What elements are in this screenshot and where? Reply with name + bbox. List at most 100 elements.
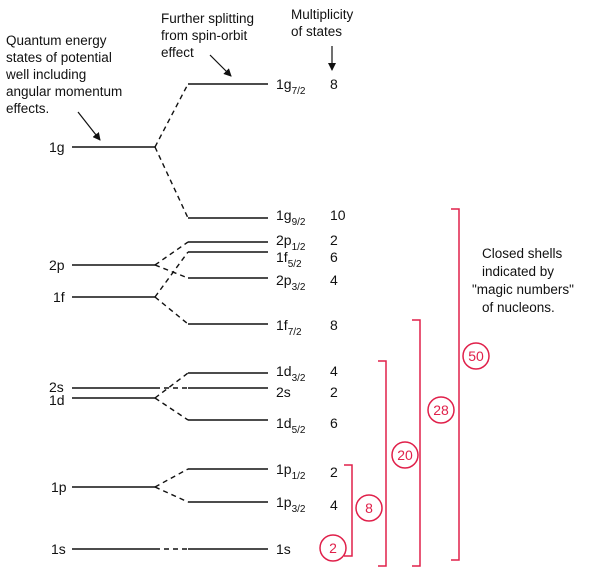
closed-shells-line: indicated by bbox=[482, 264, 554, 279]
level-label: 1f5/2 bbox=[276, 249, 302, 270]
level-label: 1s bbox=[276, 541, 291, 557]
magic-circle bbox=[355, 494, 383, 522]
spin-orbit-arrow bbox=[209, 54, 232, 77]
spin-orbit-line: from spin-orbit bbox=[161, 28, 248, 43]
left-annotation: Quantum energy states of potential well … bbox=[5, 33, 122, 141]
magic-number-label: 50 bbox=[468, 348, 484, 364]
left-annotation-line: angular momentum bbox=[6, 84, 122, 99]
magic-number-2: 2 bbox=[319, 534, 347, 562]
spin-orbit-line: Further splitting bbox=[161, 11, 254, 26]
magic-circle bbox=[427, 396, 455, 424]
magic-number-50: 50 bbox=[462, 342, 490, 370]
level-label: 1p1/2 bbox=[276, 461, 306, 482]
connector bbox=[154, 241, 189, 266]
connector bbox=[154, 397, 189, 421]
closed-shells-line: Closed shells bbox=[482, 246, 563, 261]
level-label: 2p1/2 bbox=[276, 232, 306, 253]
magic-number-label: 28 bbox=[433, 402, 449, 418]
bracket-8 bbox=[378, 360, 387, 567]
multiplicity-value: 2 bbox=[330, 464, 338, 480]
connector bbox=[154, 468, 189, 488]
multiplicity-header-line: Multiplicity bbox=[291, 7, 354, 22]
level-label: 2s bbox=[276, 384, 291, 400]
multiplicity-value: 4 bbox=[330, 497, 338, 513]
level-label: 1p3/2 bbox=[276, 494, 306, 515]
right-level-1g-7-2: 1g7/2 8 bbox=[188, 76, 338, 97]
magic-number-8: 8 bbox=[355, 494, 383, 522]
right-level-1d-3-2: 1d3/2 4 bbox=[188, 363, 338, 384]
magic-circle bbox=[319, 534, 347, 562]
right-level-1p-3-2: 1p3/2 4 bbox=[188, 494, 338, 515]
multiplicity-value: 2 bbox=[330, 232, 338, 248]
left-annotation-arrow bbox=[77, 111, 101, 141]
multiplicity-value: 8 bbox=[330, 317, 338, 333]
level-label: 1g9/2 bbox=[276, 207, 306, 228]
connector bbox=[154, 264, 189, 279]
right-level-1s: 1s bbox=[188, 541, 291, 557]
left-level-2p: 2p bbox=[49, 257, 155, 273]
left-level-1p: 1p bbox=[51, 479, 155, 495]
magic-brackets bbox=[344, 208, 460, 567]
magic-number-label: 20 bbox=[397, 447, 413, 463]
multiplicity-header-line: of states bbox=[291, 24, 342, 39]
connector bbox=[154, 486, 189, 503]
left-level-1d: 1d bbox=[49, 392, 155, 408]
connector bbox=[154, 251, 189, 298]
multiplicity-header: Multiplicity of states bbox=[291, 7, 354, 71]
magic-number-label: 8 bbox=[365, 500, 373, 516]
connector bbox=[154, 146, 189, 219]
magic-number-20: 20 bbox=[391, 441, 419, 469]
spin-orbit-line: effect bbox=[161, 45, 194, 60]
bracket-2 bbox=[344, 464, 353, 557]
right-level-1d-5-2: 1d5/2 6 bbox=[188, 415, 338, 436]
spin-orbit-annotation: Further splitting from spin-orbit effect bbox=[161, 11, 254, 77]
closed-shells-line: of nucleons. bbox=[482, 300, 555, 315]
level-label: 1g bbox=[49, 139, 65, 155]
multiplicity-value: 6 bbox=[330, 249, 338, 265]
left-level-2s: 2s bbox=[49, 379, 155, 395]
level-label: 1p bbox=[51, 479, 67, 495]
right-level-2s: 2s 2 bbox=[188, 384, 338, 400]
level-label: 2p3/2 bbox=[276, 272, 306, 293]
closed-shells-line: "magic numbers" bbox=[472, 282, 574, 297]
connector bbox=[154, 372, 189, 399]
right-level-2p-1-2: 2p1/2 2 bbox=[188, 232, 338, 253]
left-level-1f: 1f bbox=[53, 289, 155, 305]
level-label: 2p bbox=[49, 257, 65, 273]
multiplicity-value: 10 bbox=[330, 207, 346, 223]
bracket-20 bbox=[412, 319, 421, 567]
right-level-1f-7-2: 1f7/2 8 bbox=[188, 317, 338, 338]
level-label: 1d5/2 bbox=[276, 415, 306, 436]
bracket-28 bbox=[451, 208, 460, 561]
left-annotation-line: effects. bbox=[6, 101, 49, 116]
right-level-1f-5-2: 1f5/2 6 bbox=[188, 249, 338, 270]
magic-circle bbox=[391, 441, 419, 469]
splitting-connectors bbox=[154, 83, 189, 550]
magic-circle bbox=[462, 342, 490, 370]
right-level-2p-3-2: 2p3/2 4 bbox=[188, 272, 338, 293]
left-level-1s: 1s bbox=[51, 541, 155, 557]
left-annotation-line: well including bbox=[5, 67, 86, 82]
level-label: 1f7/2 bbox=[276, 317, 302, 338]
closed-shells-annotation: Closed shells indicated by "magic number… bbox=[472, 246, 574, 315]
connector bbox=[154, 83, 189, 148]
right-level-1p-1-2: 1p1/2 2 bbox=[188, 461, 338, 482]
multiplicity-value: 4 bbox=[330, 272, 338, 288]
level-label: 1g7/2 bbox=[276, 76, 306, 97]
left-annotation-line: states of potential bbox=[6, 50, 112, 65]
connector bbox=[154, 296, 189, 325]
left-annotation-line: Quantum energy bbox=[6, 33, 107, 48]
left-level-1g: 1g bbox=[49, 139, 155, 155]
level-label: 1f bbox=[53, 289, 65, 305]
multiplicity-value: 2 bbox=[330, 384, 338, 400]
multiplicity-value: 6 bbox=[330, 415, 338, 431]
multiplicity-value: 4 bbox=[330, 363, 338, 379]
magic-number-label: 2 bbox=[329, 540, 337, 556]
multiplicity-value: 8 bbox=[330, 76, 338, 92]
magic-number-28: 28 bbox=[427, 396, 455, 424]
right-level-1g-9-2: 1g9/2 10 bbox=[188, 207, 346, 228]
level-label: 1d3/2 bbox=[276, 363, 306, 384]
level-label: 1s bbox=[51, 541, 66, 557]
